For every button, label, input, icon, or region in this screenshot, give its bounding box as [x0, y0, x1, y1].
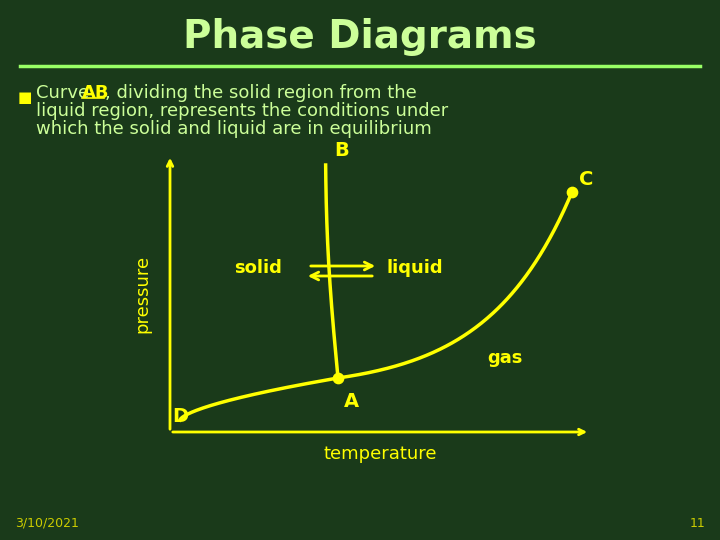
- Text: Phase Diagrams: Phase Diagrams: [183, 18, 537, 56]
- Text: pressure: pressure: [133, 254, 151, 333]
- Text: solid: solid: [234, 259, 282, 277]
- Text: 11: 11: [689, 517, 705, 530]
- Text: temperature: temperature: [323, 445, 437, 463]
- Point: [566, 188, 577, 197]
- Text: D: D: [172, 407, 188, 426]
- Text: 3/10/2021: 3/10/2021: [15, 517, 79, 530]
- Text: A: A: [344, 392, 359, 411]
- Text: Curve: Curve: [36, 84, 95, 102]
- Text: , dividing the solid region from the: , dividing the solid region from the: [105, 84, 417, 102]
- Text: liquid: liquid: [387, 259, 444, 277]
- Text: C: C: [579, 170, 593, 189]
- Text: B: B: [334, 141, 348, 160]
- Point: [332, 374, 343, 382]
- Text: which the solid and liquid are in equilibrium: which the solid and liquid are in equili…: [36, 120, 432, 138]
- Text: liquid region, represents the conditions under: liquid region, represents the conditions…: [36, 102, 449, 120]
- Text: gas: gas: [487, 349, 523, 367]
- Text: AB: AB: [82, 84, 109, 102]
- Text: ■: ■: [18, 91, 32, 105]
